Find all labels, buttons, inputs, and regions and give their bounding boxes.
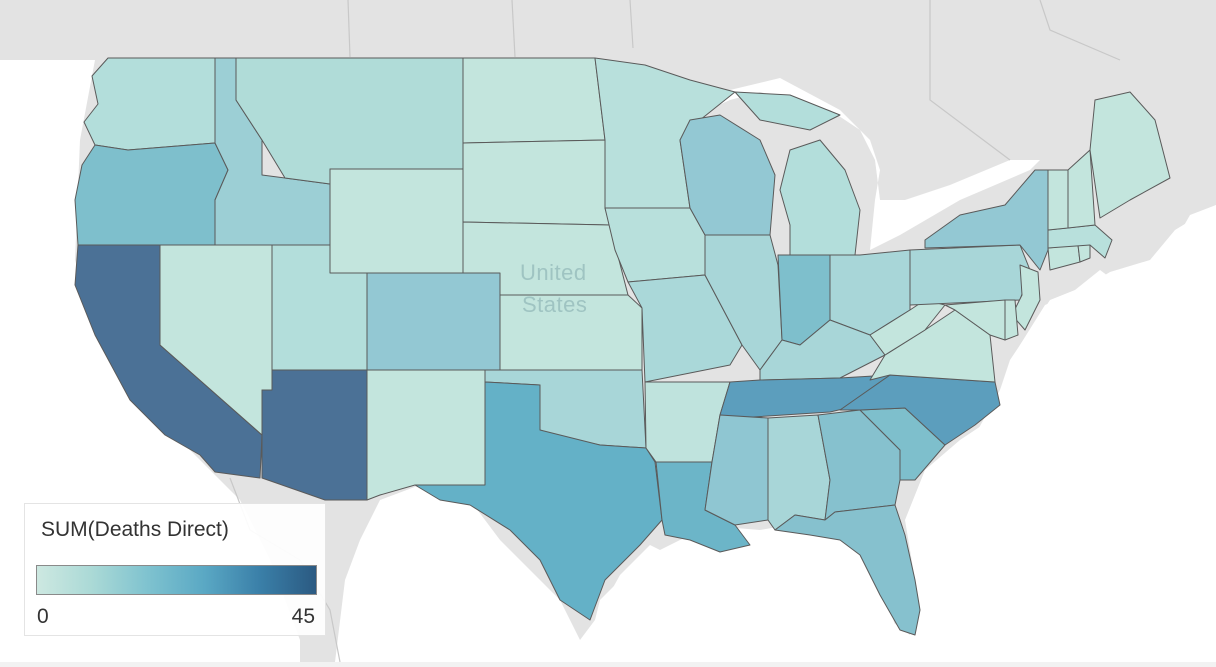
gulf-of-mexico <box>580 528 900 662</box>
color-legend: SUM(Deaths Direct) 0 45 <box>24 503 326 636</box>
province-border <box>1039 0 1121 61</box>
state-az[interactable] <box>261 369 368 501</box>
state-pa[interactable] <box>909 244 1031 306</box>
state-tx[interactable] <box>414 381 663 621</box>
legend-min-label: 0 <box>37 605 49 628</box>
state-wy[interactable] <box>329 168 464 274</box>
province-border <box>929 0 1011 161</box>
state-co[interactable] <box>366 272 501 371</box>
province-border <box>347 0 351 58</box>
state-nj[interactable] <box>1011 264 1041 331</box>
state-vt[interactable] <box>1047 169 1069 231</box>
state-nh[interactable] <box>1067 149 1096 229</box>
legend-title: SUM(Deaths Direct) <box>41 518 229 541</box>
state-nd[interactable] <box>462 57 606 144</box>
state-layer[interactable] <box>74 57 1171 636</box>
state-or[interactable] <box>74 142 229 246</box>
state-sd[interactable] <box>462 139 611 226</box>
country-label-line1: United <box>520 260 587 285</box>
state-me[interactable] <box>1089 91 1171 219</box>
ocean-atlantic <box>915 205 1216 662</box>
state-md[interactable] <box>944 299 1006 341</box>
state-wa[interactable] <box>83 57 216 151</box>
province-border <box>511 0 516 58</box>
state-fl[interactable] <box>774 504 921 636</box>
legend-color-ramp <box>36 565 317 595</box>
state-va[interactable] <box>869 309 996 383</box>
legend-max-label: 45 <box>291 605 315 628</box>
province-border <box>629 0 634 49</box>
state-nm[interactable] <box>366 369 486 501</box>
country-label-line2: States <box>522 292 587 317</box>
state-ks[interactable] <box>499 294 643 371</box>
